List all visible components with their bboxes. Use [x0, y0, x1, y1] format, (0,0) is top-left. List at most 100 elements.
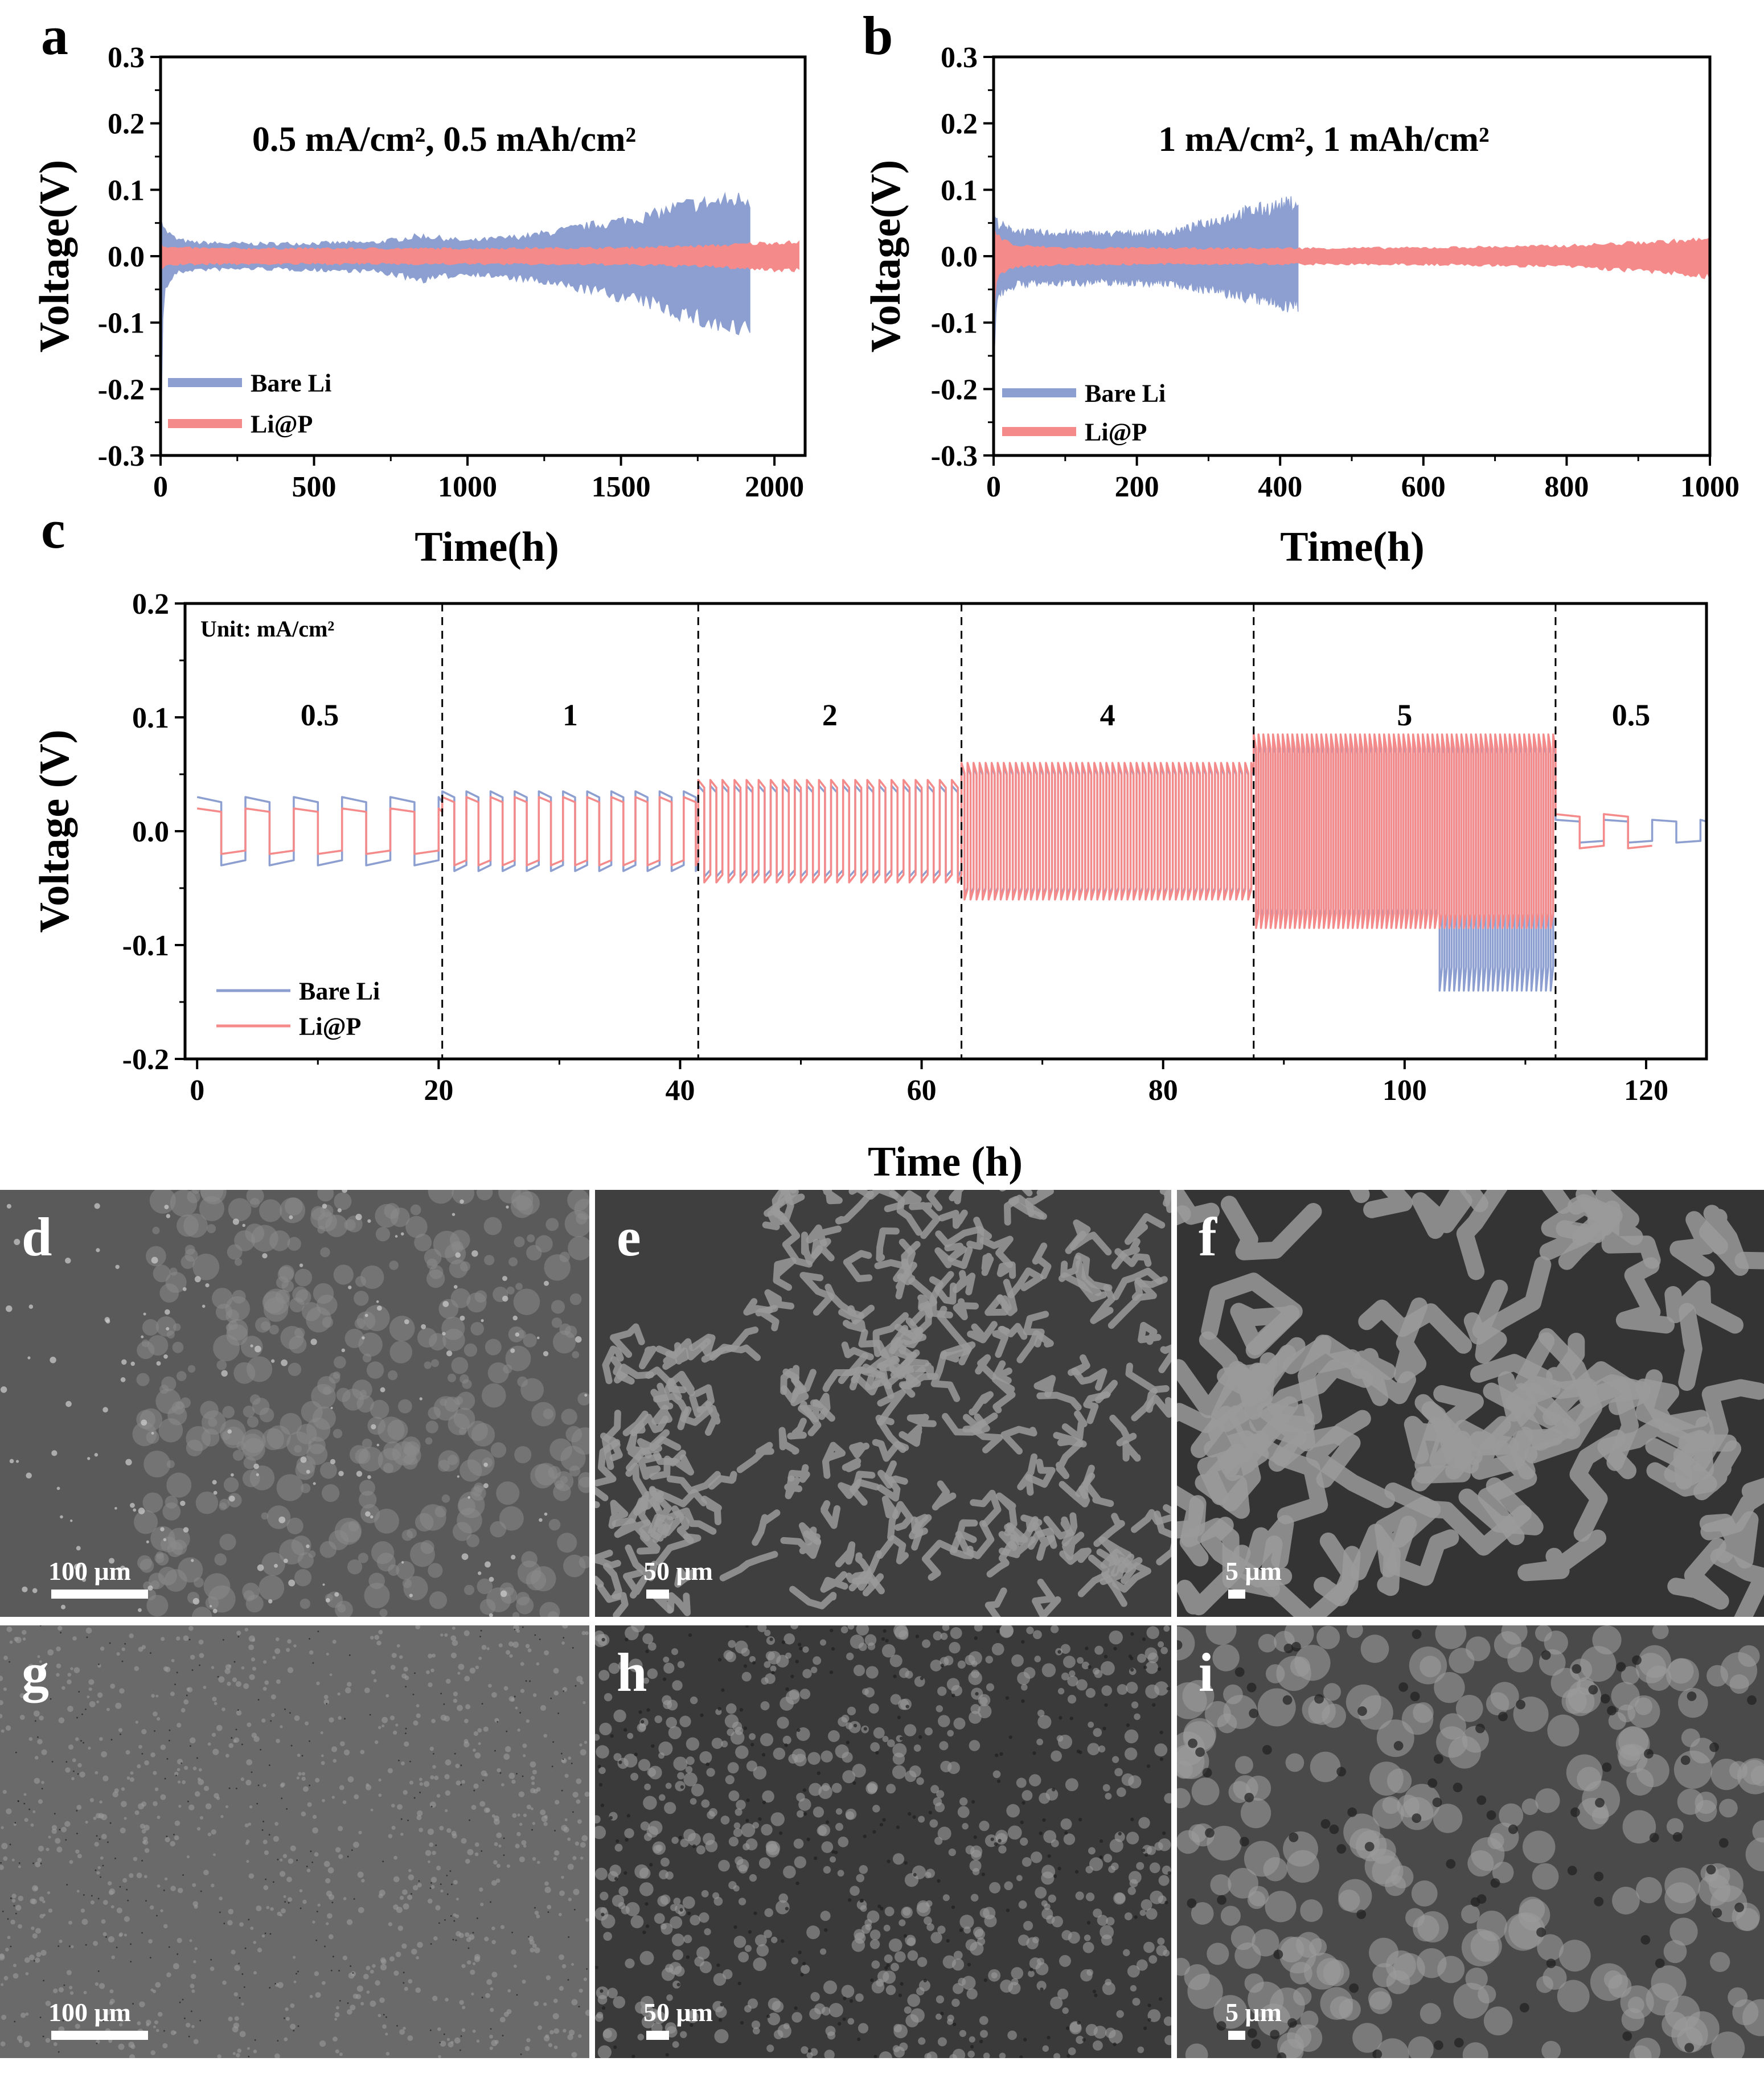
sem-grain [471, 1992, 474, 1996]
sem-grain [262, 1686, 267, 1691]
sem-grain [999, 1625, 1014, 1638]
sem-grain [783, 2023, 790, 2030]
sem-grain [1124, 1912, 1133, 1921]
sem-grain [203, 1870, 209, 1875]
sem-grain [440, 1890, 444, 1893]
sem-deposit [269, 1230, 290, 1251]
sem-pore [472, 1932, 474, 1934]
sem-grain [124, 1916, 130, 1922]
sem-grain [890, 1694, 901, 1705]
sem-pore [119, 1886, 121, 1888]
sem-deposit [219, 1498, 230, 1509]
sem-grain [736, 1800, 746, 1810]
sem-grain [1547, 1714, 1580, 1747]
sem-grain [327, 1867, 334, 1874]
sem-dendrite [1032, 1522, 1055, 1561]
sem-dendrite [944, 1242, 967, 1262]
sem-deposit [241, 1429, 266, 1453]
sem-dendrite [630, 1414, 669, 1436]
sem-grain [929, 1819, 938, 1828]
sem-grain [749, 1656, 756, 1663]
sem-pore [15, 1751, 17, 1753]
sem-grain [561, 1964, 567, 1969]
sem-grain [841, 1985, 855, 1998]
sem-grain [1077, 1657, 1084, 1664]
sem-deposit [389, 1260, 399, 1270]
sem-pore [897, 1715, 901, 1719]
sem-grain [1100, 1661, 1115, 1675]
sem-grain [32, 1810, 36, 1813]
sem-grain [150, 2050, 156, 2055]
sem-pore [1195, 1747, 1205, 1757]
sem-speck [455, 1252, 461, 1258]
sem-pore [1187, 1898, 1197, 1908]
sem-pore [642, 1931, 646, 1935]
sem-dendrite [1060, 1255, 1081, 1278]
sem-deposit [169, 1267, 178, 1276]
sem-dendrite [666, 1471, 721, 1494]
sem-grain [445, 1997, 449, 2002]
sem-grain [6, 1626, 13, 1632]
sem-deposit [360, 1265, 384, 1289]
panel-a-condition: 0.5 mA/cm², 0.5 mAh/cm² [252, 120, 636, 159]
sem-dendrite [934, 1271, 957, 1305]
sem-grain [183, 1699, 189, 1705]
sem-grain [128, 2042, 135, 2048]
sem-grain [134, 1810, 140, 1816]
sem-grain [1128, 1775, 1142, 1789]
sem-pore [830, 1628, 834, 1632]
sem-dendrite [1075, 1252, 1113, 1291]
sem-dendrite [779, 1190, 805, 1205]
sem-grain [872, 1805, 880, 1813]
sem-grain [790, 1625, 798, 1630]
sem-deposit [375, 1227, 391, 1242]
sem-grain [670, 1916, 683, 1929]
sem-grain [760, 1701, 770, 1711]
sem-dendrite [879, 1358, 930, 1379]
sem-pore [186, 1694, 188, 1697]
sem-deposit [531, 1402, 556, 1427]
sem-dendrite [835, 1541, 856, 1568]
sem-grain [924, 1916, 932, 1925]
sem-pore [1146, 1764, 1151, 1768]
sem-grain [464, 1719, 469, 1723]
sem-pore [481, 1850, 483, 1852]
sem-pore [58, 1945, 60, 1947]
sem-grain [597, 2045, 612, 2058]
sem-pore [272, 1881, 274, 1883]
sem-pore [1162, 1831, 1166, 1835]
sem-grain [971, 1660, 978, 1667]
sem-pore [264, 1932, 266, 1935]
sem-dendrite [772, 1190, 794, 1218]
sem-grain [491, 1940, 496, 1944]
sem-grain [1718, 1798, 1738, 1818]
sem-pore [739, 1708, 744, 1712]
sem-grain [366, 1965, 371, 1970]
sem-grain [580, 1842, 586, 1848]
sem-grain [506, 1650, 511, 1655]
sem-pore [872, 1830, 876, 1834]
sem-grain [862, 1688, 869, 1695]
sem-speck [478, 1571, 482, 1575]
sem-grain [1622, 1810, 1656, 1844]
sem-pore [403, 1982, 405, 1984]
sem-pore [0, 1862, 2, 1864]
sem-grain [100, 1856, 104, 1860]
sem-pore [482, 1779, 484, 1781]
panel-b-y-axis-title: Voltage(V) [863, 160, 909, 352]
sem-deposit [180, 1255, 195, 1269]
sem-dendrite [1351, 1348, 1396, 1406]
sem-pore [1047, 1854, 1051, 1858]
sem-grain [1116, 1787, 1126, 1797]
sem-pore [98, 1664, 100, 1665]
legend-label-li-p: Li@P [299, 1012, 361, 1040]
sem-pore [235, 1728, 237, 1731]
sem-grain [957, 1660, 966, 1669]
sem-grain [337, 1826, 343, 1831]
sem-pore [68, 1945, 71, 1948]
sem-dendrite [1349, 1190, 1370, 1204]
sem-pore [586, 1968, 588, 1970]
sem-pore [1283, 1644, 1294, 1653]
sem-deposit [234, 1258, 243, 1266]
sem-grain [738, 1898, 746, 1905]
